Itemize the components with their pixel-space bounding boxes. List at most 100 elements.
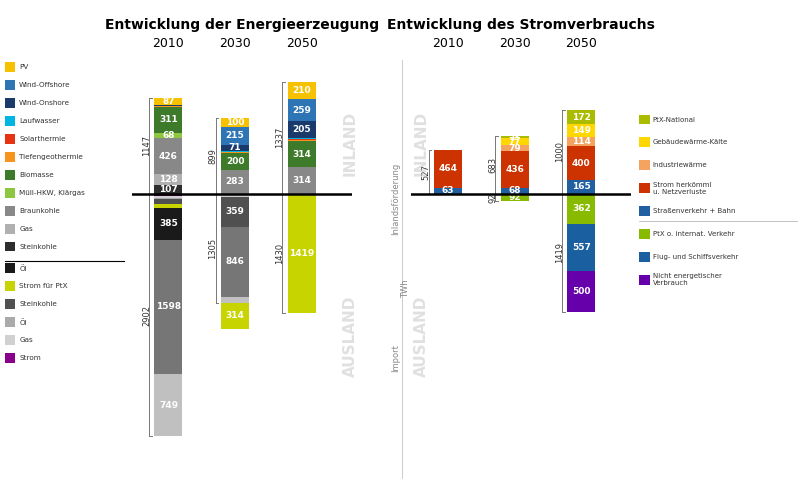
Text: 200: 200 xyxy=(226,157,244,166)
Bar xyxy=(567,224,595,270)
Bar xyxy=(154,174,182,185)
Text: Biomasse: Biomasse xyxy=(19,172,54,178)
Bar xyxy=(567,110,595,124)
Text: Strom herkömml
u. Netzverluste: Strom herkömml u. Netzverluste xyxy=(653,182,711,195)
Bar xyxy=(567,124,595,137)
Text: 71: 71 xyxy=(229,143,241,152)
Text: 527: 527 xyxy=(422,164,431,179)
Text: Industriewärme: Industriewärme xyxy=(653,162,707,168)
Text: Tiefengeothermie: Tiefengeothermie xyxy=(19,154,83,160)
Text: 165: 165 xyxy=(572,182,590,191)
Text: 215: 215 xyxy=(225,131,244,140)
Text: 464: 464 xyxy=(439,164,458,173)
Text: Solarthermie: Solarthermie xyxy=(19,136,66,142)
Bar xyxy=(567,137,595,146)
Bar xyxy=(567,270,595,312)
Bar xyxy=(154,98,182,105)
Text: 1419: 1419 xyxy=(555,243,564,263)
Text: 149: 149 xyxy=(572,126,590,135)
Text: Gas: Gas xyxy=(19,337,33,343)
Bar xyxy=(221,194,249,195)
Text: Import: Import xyxy=(391,345,400,373)
Text: Öl: Öl xyxy=(19,265,27,272)
Text: 1305: 1305 xyxy=(209,238,217,259)
Bar xyxy=(288,138,316,139)
Bar xyxy=(221,152,249,153)
Text: 314: 314 xyxy=(292,176,311,185)
Bar xyxy=(501,188,529,194)
Text: 1147: 1147 xyxy=(142,135,151,156)
Bar xyxy=(221,119,249,127)
Text: 557: 557 xyxy=(572,243,590,251)
Text: 400: 400 xyxy=(572,158,590,168)
Text: AUSLAND: AUSLAND xyxy=(414,295,428,376)
Text: PtX-National: PtX-National xyxy=(653,117,696,123)
Text: 2902: 2902 xyxy=(142,304,151,326)
Text: Steinkohle: Steinkohle xyxy=(19,301,57,307)
Text: INLAND: INLAND xyxy=(414,111,428,176)
Text: 92: 92 xyxy=(508,193,521,202)
Bar xyxy=(221,297,249,303)
Text: 259: 259 xyxy=(292,106,311,115)
Bar xyxy=(154,240,182,374)
Text: 436: 436 xyxy=(505,165,524,174)
Text: Inlandsförderung: Inlandsförderung xyxy=(391,163,400,236)
Bar xyxy=(288,195,316,313)
Bar xyxy=(154,196,182,198)
Text: 128: 128 xyxy=(159,175,178,184)
Text: 79: 79 xyxy=(508,143,521,153)
Text: Steinkohle: Steinkohle xyxy=(19,244,57,249)
Bar xyxy=(154,208,182,240)
Text: 314: 314 xyxy=(225,311,244,320)
Bar xyxy=(154,200,182,204)
Text: 63: 63 xyxy=(442,186,455,196)
Text: 87: 87 xyxy=(162,97,175,106)
Text: 426: 426 xyxy=(159,151,178,161)
Text: Braunkohle: Braunkohle xyxy=(19,208,60,214)
Bar xyxy=(288,141,316,167)
Text: 1419: 1419 xyxy=(289,249,314,258)
Text: Straßenverkehr + Bahn: Straßenverkehr + Bahn xyxy=(653,208,735,214)
Text: Nicht energetischer
Verbrauch: Nicht energetischer Verbrauch xyxy=(653,273,721,286)
Text: Gebäudewärme-Kälte: Gebäudewärme-Kälte xyxy=(653,139,728,145)
Text: Wind-Onshore: Wind-Onshore xyxy=(19,100,70,106)
Title: Entwicklung des Stromverbrauchs: Entwicklung des Stromverbrauchs xyxy=(388,18,655,32)
Text: 205: 205 xyxy=(292,125,311,134)
Bar xyxy=(154,185,182,194)
Bar xyxy=(221,153,249,170)
Bar xyxy=(221,197,249,227)
Bar xyxy=(288,140,316,141)
Text: 362: 362 xyxy=(572,204,590,213)
Text: Strom für PtX: Strom für PtX xyxy=(19,283,68,289)
Text: 68: 68 xyxy=(508,186,521,195)
Bar xyxy=(154,132,182,138)
Text: TWh: TWh xyxy=(401,279,411,298)
Bar xyxy=(288,167,316,194)
Text: 385: 385 xyxy=(159,220,178,229)
Text: 899: 899 xyxy=(209,148,217,164)
Bar xyxy=(221,145,249,151)
Text: 210: 210 xyxy=(292,86,311,95)
Bar xyxy=(288,139,316,140)
Text: PtX o. internat. Verkehr: PtX o. internat. Verkehr xyxy=(653,231,734,237)
Text: 283: 283 xyxy=(225,177,244,186)
Text: INLAND: INLAND xyxy=(343,111,358,176)
Text: 1000: 1000 xyxy=(555,141,564,162)
Bar xyxy=(434,149,462,188)
Text: 114: 114 xyxy=(572,137,590,146)
Bar xyxy=(567,146,595,180)
Bar xyxy=(221,151,249,152)
Text: 1337: 1337 xyxy=(275,127,284,148)
Text: 1430: 1430 xyxy=(275,243,284,264)
Text: 92: 92 xyxy=(488,192,497,203)
Bar xyxy=(434,188,462,194)
Bar xyxy=(288,194,316,195)
Text: 846: 846 xyxy=(225,257,244,266)
Bar xyxy=(154,194,182,196)
Bar xyxy=(221,195,249,197)
Bar xyxy=(288,99,316,121)
Text: 68: 68 xyxy=(162,131,175,140)
Text: 311: 311 xyxy=(159,115,178,124)
Bar xyxy=(288,121,316,138)
Text: 500: 500 xyxy=(572,287,590,296)
